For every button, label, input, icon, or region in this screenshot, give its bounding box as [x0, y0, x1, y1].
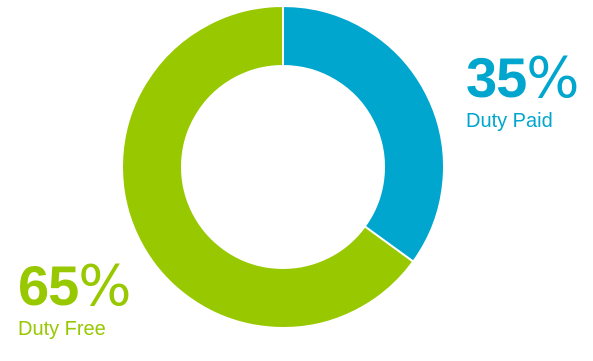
donut-slices — [121, 4, 445, 329]
duty-free-name: Duty Free — [18, 318, 106, 340]
duty-paid-name: Duty Paid — [466, 110, 553, 132]
duty-free-percent-sign: % — [78, 254, 131, 319]
duty-free-label: 65% Duty Free — [18, 258, 132, 340]
duty-paid-label: 35% Duty Paid — [466, 50, 580, 132]
duty-paid-percent: 35% — [466, 50, 580, 107]
duty-paid-percent-sign: % — [526, 46, 579, 111]
duty-free-value: 65 — [18, 254, 79, 317]
slice-duty-paid — [282, 4, 445, 264]
slice-duty-free — [121, 4, 415, 329]
duty-paid-value: 35 — [466, 46, 527, 109]
duty-free-percent: 65% — [18, 258, 132, 315]
